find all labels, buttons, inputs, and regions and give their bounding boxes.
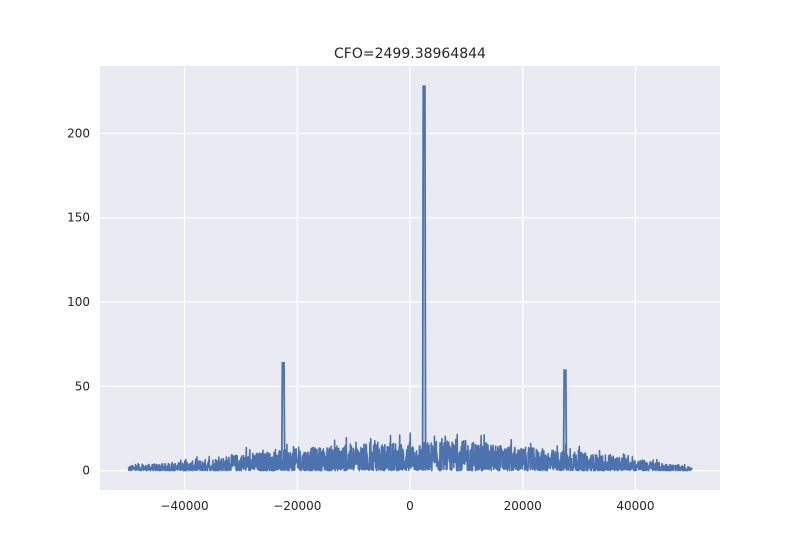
y-tick-label: 100 (67, 295, 90, 309)
y-tick-label: 50 (75, 379, 90, 393)
y-tick-label: 0 (82, 464, 90, 478)
x-tick-label: 40000 (616, 499, 654, 513)
peak-line (280, 361, 286, 471)
x-tick-label: −40000 (160, 499, 208, 513)
x-grid-lines (183, 66, 637, 490)
x-tick-label: 0 (406, 499, 414, 513)
x-tick-label: 20000 (504, 499, 542, 513)
peak-line (421, 85, 427, 471)
y-tick-label: 200 (67, 126, 90, 140)
y-tick-label: 150 (67, 211, 90, 225)
series-group (127, 85, 693, 472)
x-tick-labels: −40000 −20000 0 20000 40000 (160, 499, 654, 513)
chart-title: CFO=2499.38964844 (334, 46, 486, 62)
y-tick-labels: 0 50 100 150 200 (67, 126, 90, 477)
x-tick-label: −20000 (273, 499, 321, 513)
peak-line (562, 369, 568, 471)
series-line (127, 432, 693, 472)
